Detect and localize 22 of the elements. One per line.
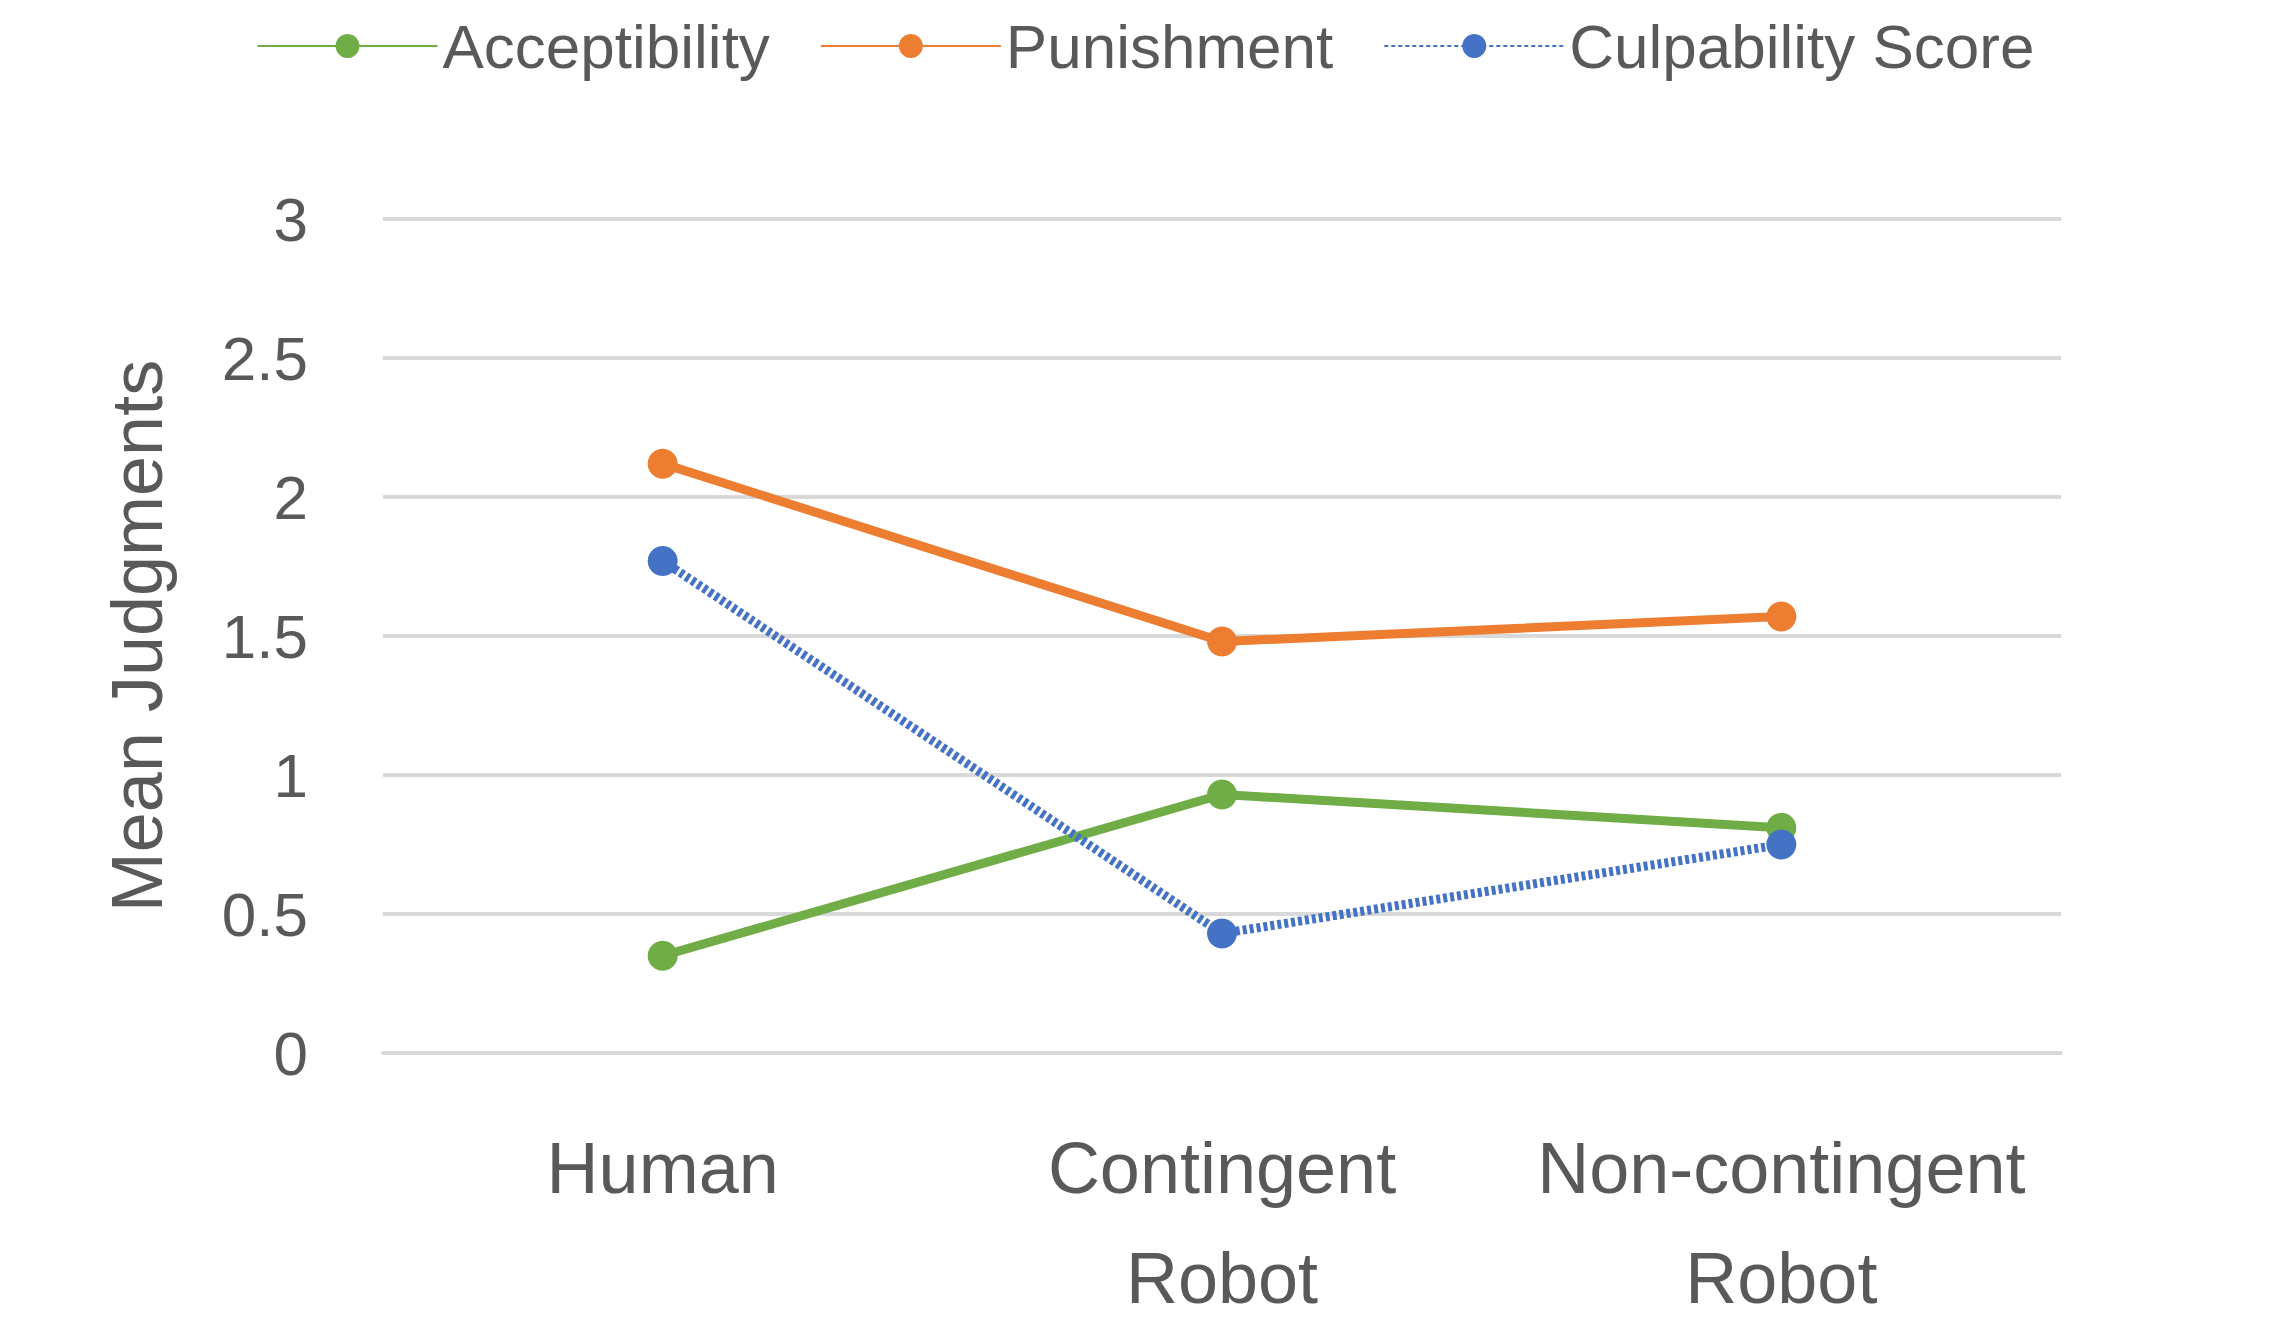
y-tick-label: 1 — [273, 740, 308, 810]
y-tick-label: 0 — [273, 1018, 308, 1088]
point — [1207, 626, 1237, 657]
y-tick-label: 3 — [273, 184, 308, 254]
legend-label: Culpability Score — [1569, 11, 2035, 81]
x-tick-label: Non-contingent Robot — [1537, 1128, 2026, 1318]
legend-label: Acceptibility — [442, 11, 770, 81]
point — [1207, 918, 1237, 949]
y-tick-label: 0.5 — [221, 879, 308, 949]
point — [647, 940, 678, 971]
y-axis-title: Mean Judgments — [97, 359, 177, 913]
x-tick-label: Contingent Robot — [1047, 1128, 1397, 1318]
y-tick-label: 2 — [273, 462, 308, 532]
x-tick-label: Human — [546, 1128, 779, 1208]
point — [1766, 829, 1797, 860]
point — [647, 448, 678, 479]
y-tick-label: 2.5 — [221, 323, 308, 393]
legend-label: Punishment — [1005, 11, 1334, 81]
point — [647, 545, 678, 576]
point — [1766, 601, 1797, 632]
y-tick-label: 1.5 — [221, 601, 308, 671]
point — [1207, 779, 1237, 810]
